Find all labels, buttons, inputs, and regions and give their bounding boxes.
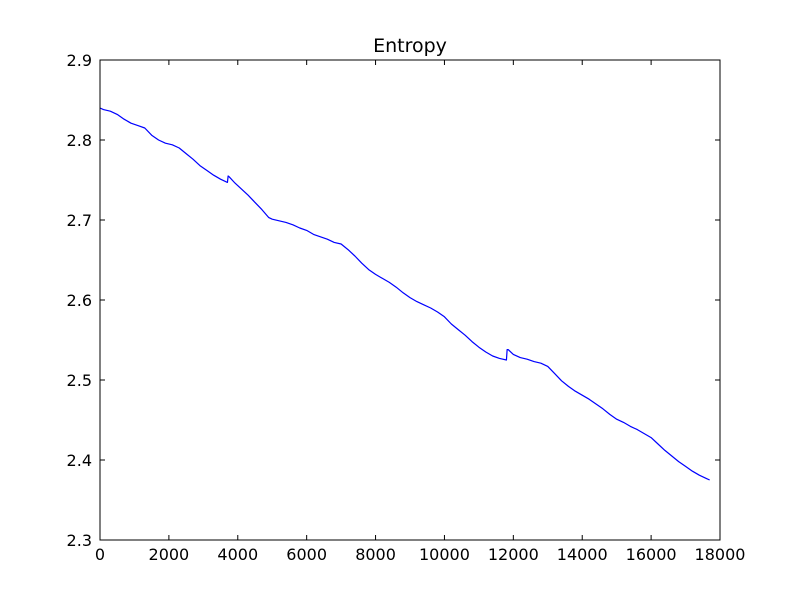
plot-area: [99, 59, 721, 541]
x-tick-label: 14000: [557, 545, 608, 564]
y-tick-label: 2.9: [67, 51, 92, 70]
x-tick-label: 8000: [355, 545, 396, 564]
y-tick-label: 2.7: [67, 211, 92, 230]
y-tick-label: 2.8: [67, 131, 92, 150]
y-tick-label: 2.6: [67, 291, 92, 310]
plot-background: [100, 60, 720, 540]
x-tick-label: 12000: [488, 545, 539, 564]
entropy-series-line: [99, 107, 710, 481]
x-axis: 0 2000 4000 6000 8000 10000 12000 14000 16000 180…: [95, 60, 746, 564]
y-tick-label: 2.4: [67, 451, 92, 470]
x-tick-label: 2000: [149, 545, 190, 564]
x-tick-label: 6000: [286, 545, 327, 564]
x-tick-label: 16000: [626, 545, 677, 564]
y-tick-label: 2.5: [67, 371, 92, 390]
series-layer: [99, 107, 710, 481]
y-axis: 2.3 2.4 2.5 2.6 2.7 2.8 2.9: [67, 51, 720, 550]
y-tick-label: 2.3: [67, 531, 92, 550]
x-tick-label: 4000: [217, 545, 258, 564]
chart-title: Entropy: [373, 35, 447, 57]
x-tick-label: 10000: [419, 545, 470, 564]
x-tick-label: 18000: [695, 545, 746, 564]
x-tick-label: 0: [95, 545, 105, 564]
